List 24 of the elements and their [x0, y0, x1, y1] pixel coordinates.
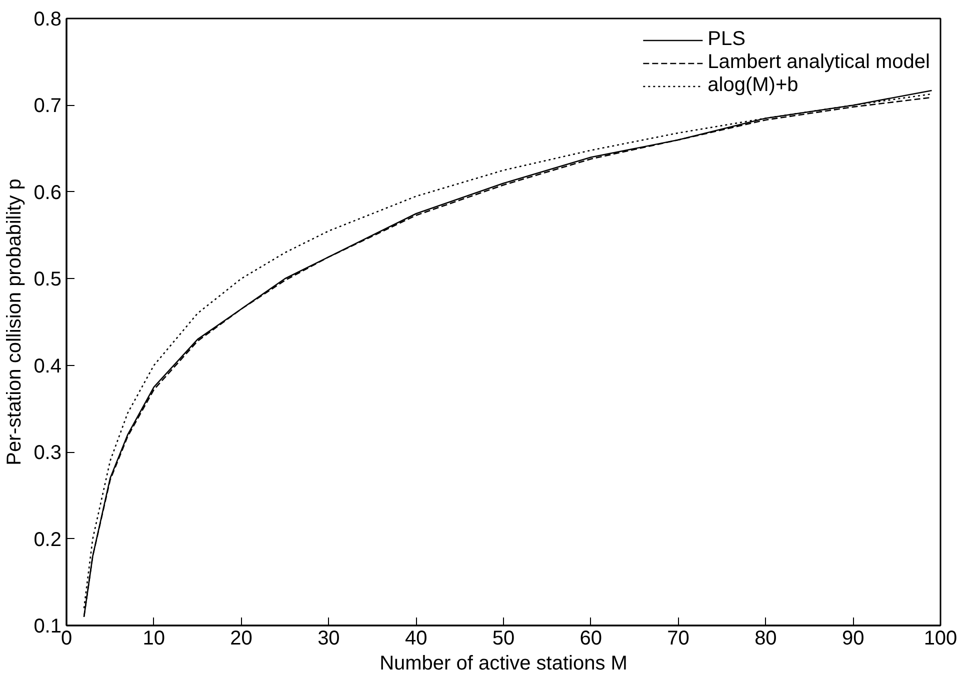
y-tick-label: 0.4: [34, 355, 62, 378]
x-tick-label: 0: [60, 628, 72, 650]
y-tick-label: 0.1: [34, 616, 62, 638]
y-tick-label: 0.3: [34, 442, 62, 464]
x-tick-label: 20: [230, 628, 252, 650]
x-axis-title: Number of active stations M: [380, 652, 628, 674]
y-axis-title: Per-station collision probability p: [4, 178, 26, 466]
x-tick-label: 50: [492, 628, 515, 650]
x-tick-label: 30: [318, 628, 340, 650]
x-tick-label: 60: [580, 628, 602, 650]
x-tick-label: 80: [754, 628, 777, 650]
x-tick-label: 10: [142, 628, 166, 650]
legend-label: PLS: [708, 28, 746, 51]
legend-label: alog(M)+b: [708, 74, 798, 97]
y-tick-label: 0.2: [34, 528, 62, 551]
y-tick-label: 0.8: [34, 8, 62, 30]
legend-label: Lambert analytical model: [708, 51, 930, 74]
x-tick-label: 100: [924, 628, 958, 650]
x-tick-label: 40: [404, 628, 428, 650]
y-tick-label: 0.5: [34, 268, 62, 291]
y-tick-label: 0.6: [34, 182, 62, 204]
y-tick-label: 0.7: [34, 95, 62, 118]
x-tick-label: 70: [667, 628, 690, 650]
x-tick-label: 90: [842, 628, 864, 650]
